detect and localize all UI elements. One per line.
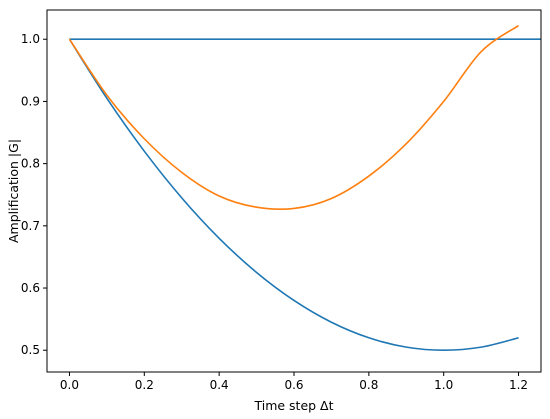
y-tick-label: 0.7: [21, 219, 40, 233]
x-tick-label: 0.2: [135, 378, 154, 392]
y-tick-label: 0.6: [21, 281, 40, 295]
x-tick-label: 1.0: [434, 378, 453, 392]
y-axis-label: Amplification |G|: [6, 139, 21, 243]
y-tick-label: 0.5: [21, 343, 40, 357]
plot-frame: [46, 9, 542, 373]
x-tick-label: 0.8: [359, 378, 378, 392]
series-line-2: [68, 38, 519, 352]
x-tick-label: 0.0: [60, 378, 79, 392]
y-axis: 0.5 0.6 0.7 0.8 0.9 1.0: [21, 32, 47, 357]
x-tick-label: 0.4: [210, 378, 229, 392]
plot-lines: [68, 24, 541, 352]
x-tick-label: 0.6: [284, 378, 303, 392]
x-axis: 0.0 0.2 0.4 0.6 0.8 1.0 1.2: [60, 372, 528, 392]
x-axis-label: Time step Δt: [253, 398, 333, 413]
x-tick-label: 1.2: [509, 378, 528, 392]
y-tick-label: 1.0: [21, 32, 40, 46]
series-line-3: [68, 24, 520, 211]
y-tick-label: 0.9: [21, 94, 40, 108]
y-tick-label: 0.8: [21, 157, 40, 171]
